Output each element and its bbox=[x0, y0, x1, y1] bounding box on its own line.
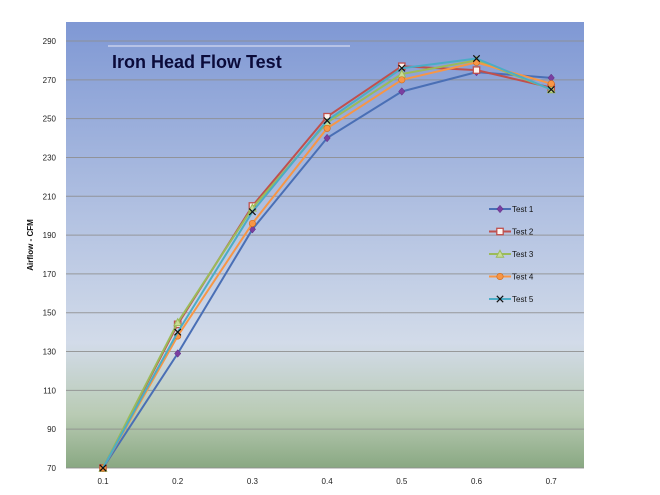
data-point bbox=[323, 124, 331, 132]
legend-marker-b bbox=[496, 295, 504, 303]
data-point-b bbox=[472, 54, 481, 63]
y-tick-label: 110 bbox=[43, 386, 56, 395]
legend-marker bbox=[496, 227, 504, 236]
legend-item-1: Test 1 bbox=[489, 204, 534, 214]
data-point-b bbox=[99, 464, 107, 472]
series-group bbox=[98, 54, 556, 473]
x-axis: 0.1 0.2 0.3 0.4 0.5 0.6 0.7 bbox=[97, 477, 557, 486]
legend-item-3: Test 3 bbox=[489, 249, 534, 259]
data-point bbox=[174, 328, 182, 336]
data-point-b bbox=[398, 64, 406, 72]
legend-item-2: Test 2 bbox=[489, 228, 534, 237]
series-5 bbox=[99, 54, 555, 472]
y-axis-label: Airflow - CFM bbox=[26, 219, 35, 271]
data-point bbox=[472, 66, 481, 74]
x-tick-label: 0.5 bbox=[396, 477, 408, 486]
data-point bbox=[547, 80, 555, 88]
y-axis: 70 90 110 130 150 170 190 210 230 250 270 290 bbox=[43, 37, 57, 473]
data-point bbox=[248, 219, 256, 227]
data-point bbox=[248, 208, 257, 216]
grid-lines bbox=[66, 40, 584, 469]
legend: Test 1 Test 2 Test 3 Test 4 Test 5 bbox=[489, 204, 534, 304]
x-tick-label: 0.7 bbox=[546, 477, 558, 486]
data-point bbox=[323, 116, 331, 125]
plot-area bbox=[66, 22, 584, 468]
y-tick-label: 130 bbox=[43, 348, 57, 357]
data-point bbox=[323, 133, 331, 143]
legend-label: Test 3 bbox=[512, 250, 534, 259]
x-tick-label: 0.4 bbox=[322, 477, 334, 486]
legend-label: Test 4 bbox=[512, 273, 534, 282]
legend-label: Test 1 bbox=[512, 205, 534, 214]
data-point bbox=[398, 64, 406, 72]
data-point bbox=[398, 76, 406, 84]
x-tick-label: 0.6 bbox=[471, 477, 483, 486]
y-tick-label: 70 bbox=[47, 464, 56, 473]
y-tick-label: 150 bbox=[43, 309, 57, 318]
data-point bbox=[472, 54, 481, 63]
legend-item-4: Test 4 bbox=[489, 273, 534, 282]
data-point-b bbox=[174, 328, 182, 336]
data-point bbox=[99, 464, 107, 472]
legend-label: Test 2 bbox=[512, 228, 534, 237]
y-tick-label: 210 bbox=[43, 192, 57, 201]
legend-marker bbox=[496, 272, 504, 280]
legend-marker bbox=[496, 204, 504, 214]
y-tick-label: 250 bbox=[43, 115, 57, 124]
data-point-b bbox=[248, 208, 257, 216]
data-point-b bbox=[547, 85, 555, 94]
legend-label: Test 5 bbox=[512, 295, 534, 304]
data-point bbox=[173, 317, 183, 327]
legend-marker bbox=[496, 295, 504, 303]
x-tick-label: 0.2 bbox=[172, 477, 184, 486]
data-point bbox=[174, 349, 182, 358]
data-point bbox=[398, 87, 406, 96]
chart-title: Iron Head Flow Test bbox=[112, 52, 282, 72]
y-tick-label: 90 bbox=[47, 425, 56, 434]
legend-item-5: Test 5 bbox=[489, 295, 534, 304]
y-tick-label: 290 bbox=[43, 37, 57, 46]
legend-marker bbox=[495, 249, 505, 258]
y-tick-label: 190 bbox=[43, 231, 57, 240]
data-point bbox=[547, 85, 555, 94]
y-tick-label: 270 bbox=[43, 76, 57, 85]
x-tick-label: 0.1 bbox=[97, 477, 109, 486]
data-point-b bbox=[323, 116, 331, 125]
series-4 bbox=[99, 58, 555, 472]
x-tick-label: 0.3 bbox=[247, 477, 259, 486]
y-tick-label: 230 bbox=[43, 153, 57, 162]
y-tick-label: 170 bbox=[43, 270, 57, 279]
